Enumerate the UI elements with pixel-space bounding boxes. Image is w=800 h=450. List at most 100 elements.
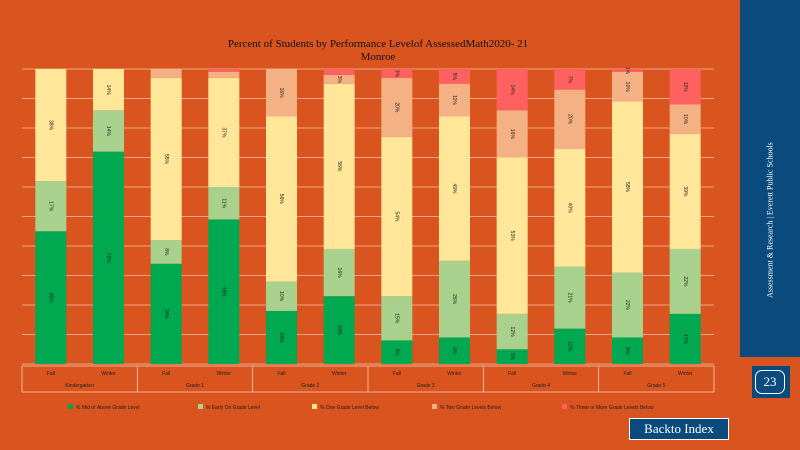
group-label: Kindergarten — [65, 383, 94, 389]
tick-label: Winter — [563, 371, 578, 377]
tick-label: Winter — [101, 371, 116, 377]
group-label: Grade 2 — [301, 383, 319, 389]
bar-segment — [612, 69, 643, 72]
data-label: 16% — [336, 268, 342, 279]
bar-segment — [323, 296, 355, 364]
bar-segment — [266, 281, 297, 311]
legend-swatch — [432, 404, 437, 409]
data-label: 14% — [105, 85, 111, 96]
data-label: 40% — [567, 203, 573, 214]
group-label: Grade 3 — [417, 383, 435, 389]
bar-segment — [612, 101, 643, 273]
bar-segment — [496, 69, 528, 111]
data-label: 56% — [278, 194, 284, 205]
data-label: 22% — [682, 276, 688, 287]
bar-segment — [669, 313, 701, 364]
bar-segment — [439, 260, 470, 338]
chart-subtitle: Monroe — [361, 51, 396, 63]
legend-swatch — [312, 404, 317, 409]
tick-label: Winter — [217, 371, 232, 377]
chart-title: Percent of Students by Performance Level… — [228, 38, 528, 50]
data-label: 23% — [336, 325, 342, 336]
tick-label: Fall — [277, 371, 285, 377]
legend-label: % Two Grade Levels Below — [440, 405, 501, 411]
legend-swatch — [198, 404, 203, 409]
bar-segment — [266, 69, 297, 117]
data-label: 12% — [682, 82, 688, 93]
data-label: 56% — [336, 161, 342, 172]
bar-segment — [669, 248, 701, 314]
data-label: 17% — [682, 334, 688, 345]
tick-label: Fall — [393, 371, 401, 377]
legend-label: % Early On Grade Level — [206, 405, 260, 411]
bar-segment — [323, 83, 355, 249]
bar-segment — [439, 83, 470, 117]
data-label: 38% — [48, 120, 54, 131]
data-label: 10% — [682, 114, 688, 125]
bar-segment — [496, 349, 528, 364]
group-label: Grade 4 — [532, 383, 550, 389]
data-label: 17% — [48, 201, 54, 212]
bar-segment — [669, 104, 701, 134]
bar-segment — [554, 69, 586, 90]
data-label: 55% — [163, 154, 169, 165]
data-label: 5% — [509, 353, 515, 361]
bar-segment — [323, 248, 355, 297]
data-label: 7% — [567, 76, 573, 84]
sidebar-panel — [740, 0, 800, 357]
data-label: 16% — [278, 88, 284, 99]
data-label: 20% — [394, 102, 400, 113]
group-label: Grade 1 — [186, 383, 204, 389]
data-label: 12% — [567, 341, 573, 352]
data-label: 9% — [451, 347, 457, 355]
tick-label: Fall — [47, 371, 55, 377]
data-label: 11% — [451, 95, 457, 105]
legend-label: % One Grade Level Below — [320, 405, 379, 411]
bar-segment — [208, 77, 240, 187]
data-label: 11% — [221, 198, 227, 208]
bar-segment — [612, 337, 643, 364]
bar-segment — [496, 313, 528, 350]
bar-segment — [208, 69, 240, 72]
data-label: 49% — [451, 183, 457, 194]
bar-segment — [266, 310, 297, 364]
bar-segment — [554, 328, 586, 364]
bars: 45% 17% 38% 72% 14% 14% 34% 8% 55% 49% 11% 37% 18% 10… — [35, 67, 701, 364]
data-label: 39% — [682, 186, 688, 197]
bar-segment — [554, 266, 586, 329]
bar-segment — [439, 337, 470, 364]
data-label: 22% — [624, 300, 630, 311]
bar-segment — [612, 272, 643, 338]
bar-segment — [150, 240, 182, 264]
bar-segment — [208, 219, 240, 364]
data-label: 26% — [451, 294, 457, 305]
data-label: 49% — [221, 287, 227, 298]
bar-segment — [496, 157, 528, 314]
tick-label: Winter — [447, 371, 462, 377]
data-label: 37% — [221, 127, 227, 138]
bar-segment — [669, 133, 701, 249]
bar-segment — [35, 181, 67, 232]
bar-segment — [554, 148, 586, 267]
bar-segment — [381, 136, 413, 297]
data-label: 9% — [624, 347, 630, 355]
bar-segment — [381, 77, 413, 137]
x-axis: Fall Winter Fall Winter Fall Winter Fall Winter… — [21, 365, 715, 393]
bar-segment — [35, 69, 67, 182]
data-label: 8% — [163, 248, 169, 256]
data-label: 45% — [48, 293, 54, 304]
bar-segment — [150, 263, 182, 364]
tick-label: Fall — [623, 371, 631, 377]
data-label: 53% — [509, 231, 515, 242]
legend-swatch — [562, 404, 567, 409]
tick-label: Winter — [332, 371, 347, 377]
legend: % Mid or Above Grade Level % Early On Gra… — [68, 404, 654, 411]
data-label: 10% — [278, 291, 284, 302]
page-number: 23 — [755, 370, 785, 394]
back-to-index-button[interactable]: Backto Index — [629, 418, 729, 440]
data-label: 15% — [394, 313, 400, 324]
tick-label: Fall — [162, 371, 170, 377]
legend-swatch — [68, 404, 73, 409]
bar-segment — [35, 231, 67, 364]
